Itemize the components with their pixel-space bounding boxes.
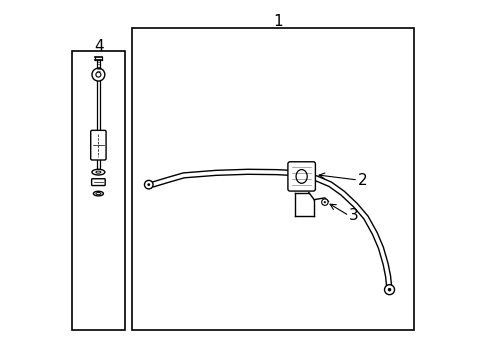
Ellipse shape: [93, 191, 103, 196]
Text: 2: 2: [357, 172, 366, 188]
Ellipse shape: [295, 170, 306, 183]
FancyBboxPatch shape: [91, 179, 105, 185]
Circle shape: [387, 288, 390, 292]
FancyBboxPatch shape: [287, 162, 315, 191]
Circle shape: [96, 72, 101, 77]
Circle shape: [384, 285, 394, 295]
Ellipse shape: [96, 171, 101, 173]
Circle shape: [323, 201, 325, 203]
Circle shape: [92, 68, 104, 81]
Circle shape: [147, 183, 150, 186]
Circle shape: [144, 180, 153, 189]
Text: 3: 3: [348, 208, 358, 223]
Ellipse shape: [92, 169, 104, 175]
Text: 1: 1: [273, 14, 283, 28]
FancyBboxPatch shape: [91, 130, 106, 160]
Text: 4: 4: [94, 39, 104, 54]
Ellipse shape: [96, 193, 101, 195]
Circle shape: [321, 199, 327, 205]
